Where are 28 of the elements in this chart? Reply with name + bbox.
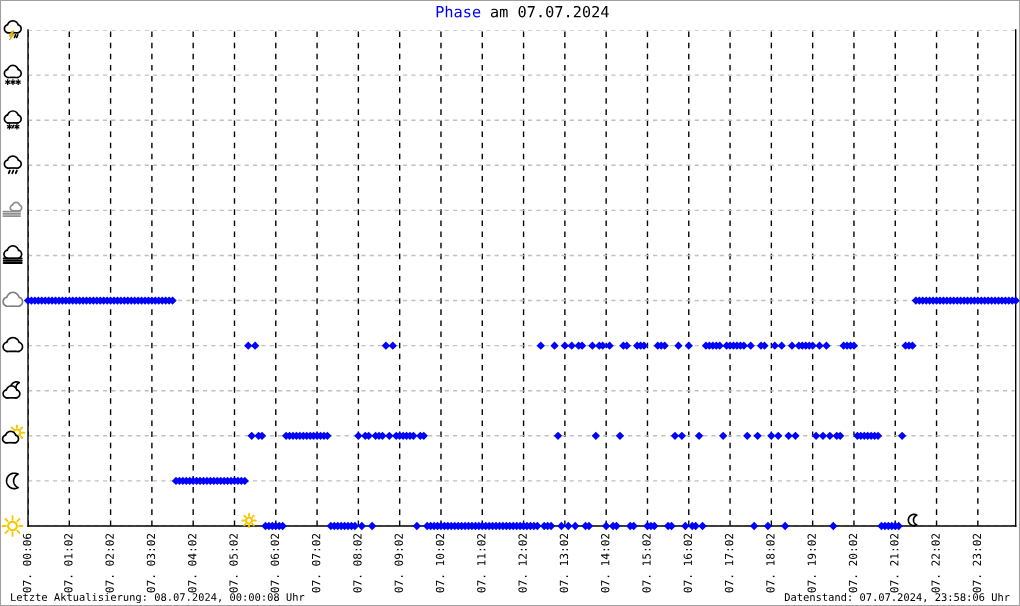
x-tick-label: 07. 10:02 <box>435 533 445 593</box>
text: Letzte Aktualisierung: 08.07.2024, 00:00:08 Uhr <box>11 592 305 604</box>
x-tick-label: 07. 18:02 <box>766 533 775 593</box>
x-tick-label: 07. 22:02 <box>931 533 940 593</box>
x-tick-label: 07. 12:02 <box>518 533 527 593</box>
x-tick-label: 07. 09:02 <box>394 533 403 593</box>
x-tick-label: 07. 13:02 <box>559 533 569 593</box>
x-tick-label: 07. 05:02 <box>229 533 238 593</box>
x-tick-label: 07. 08:02 <box>353 533 362 593</box>
x-tick-label: 07. 02:02 <box>105 533 114 593</box>
x-tick-label: 07. 17:02 <box>724 533 734 593</box>
x-tick-label: 07. 15:02 <box>642 533 651 593</box>
x-tick-label: 07. 16:02 <box>683 533 693 593</box>
x-tick-label: 07. 23:02 <box>972 533 982 593</box>
x-tick-label: 07. 01:02 <box>64 533 73 593</box>
x-tick-label: 07. 04:02 <box>188 533 197 593</box>
text: Phase <box>436 5 481 18</box>
x-tick-label: 07. 20:02 <box>848 533 858 593</box>
x-tick-label: 07. 03:02 <box>146 533 156 593</box>
x-tick-label: 07. 06:02 <box>270 533 280 593</box>
text: Datenstand: 07.07.2024, 23:58:06 Uhr <box>784 592 1010 603</box>
chart-title: am 07.07.2024 <box>490 5 609 18</box>
x-tick-label: 07. 00:06 <box>22 533 32 593</box>
x-tick-label: 07. 19:02 <box>807 533 816 593</box>
x-tick-label: 07. 14:02 <box>601 533 610 593</box>
x-tick-label: 07. 11:02 <box>477 533 486 593</box>
x-tick-label: 07. 07:02 <box>311 533 321 593</box>
x-tick-label: 07. 21:02 <box>890 533 899 593</box>
